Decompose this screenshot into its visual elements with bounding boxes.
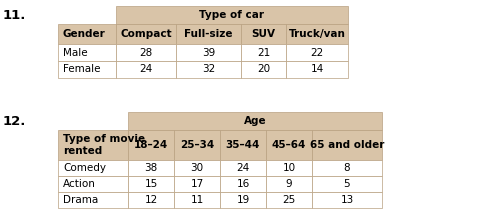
Text: Type of movie
rented: Type of movie rented [63,134,145,156]
Bar [58,61,116,78]
Text: Type of car: Type of car [199,10,264,20]
Text: 11: 11 [190,195,203,205]
Text: 13: 13 [340,195,353,205]
Text: 17: 17 [190,179,203,189]
Bar [58,176,128,192]
Text: 16: 16 [236,179,249,189]
Text: 30: 30 [190,163,203,173]
Text: SUV: SUV [251,29,275,39]
Text: 25: 25 [282,195,295,205]
Bar [266,130,312,160]
Text: 28: 28 [139,48,152,57]
Text: Action: Action [63,179,96,189]
Bar [58,160,128,176]
Bar [219,130,266,160]
Bar [176,44,240,61]
Text: 5: 5 [343,179,350,189]
Text: 24: 24 [139,64,152,75]
Bar [58,192,128,208]
Bar [128,176,174,192]
Bar [286,61,347,78]
Bar [240,24,286,44]
Text: Full-size: Full-size [184,29,232,39]
Text: Truck/van: Truck/van [288,29,345,39]
Bar [116,44,176,61]
Bar [116,24,176,44]
Text: 19: 19 [236,195,249,205]
Text: Compact: Compact [120,29,171,39]
Bar [266,176,312,192]
Bar [312,176,381,192]
Text: 38: 38 [144,163,157,173]
Bar [219,160,266,176]
Bar [128,192,174,208]
Bar [174,130,219,160]
Text: 21: 21 [257,48,270,57]
Text: Gender: Gender [63,29,106,39]
Bar [58,24,116,44]
Bar [219,192,266,208]
Bar [58,44,116,61]
Bar [58,130,128,160]
Bar [128,160,174,176]
Bar [174,160,219,176]
Bar [116,6,347,24]
Text: 32: 32 [201,64,215,75]
Text: 10: 10 [282,163,295,173]
Bar [286,24,347,44]
Text: 15: 15 [144,179,157,189]
Bar [312,130,381,160]
Bar [116,61,176,78]
Text: 11.: 11. [3,9,27,22]
Text: Age: Age [243,116,266,126]
Bar [174,192,219,208]
Bar [312,192,381,208]
Text: 12.: 12. [3,115,27,128]
Bar [176,24,240,44]
Bar [266,160,312,176]
Text: 8: 8 [343,163,350,173]
Text: 25–34: 25–34 [179,140,214,150]
Text: 9: 9 [285,179,292,189]
Bar [312,160,381,176]
Text: 45–64: 45–64 [271,140,306,150]
Bar [286,44,347,61]
Bar [174,176,219,192]
Text: Female: Female [63,64,100,75]
Text: Comedy: Comedy [63,163,106,173]
Text: 35–44: 35–44 [225,140,260,150]
Text: 65 and older: 65 and older [309,140,383,150]
Text: 12: 12 [144,195,157,205]
Text: 14: 14 [310,64,323,75]
Text: 39: 39 [201,48,215,57]
Bar [240,61,286,78]
Bar [128,130,174,160]
Text: Male: Male [63,48,88,57]
Text: Drama: Drama [63,195,98,205]
Text: 18–24: 18–24 [134,140,168,150]
Bar [128,112,381,130]
Bar [219,176,266,192]
Bar [266,192,312,208]
Text: 20: 20 [257,64,270,75]
Text: 24: 24 [236,163,249,173]
Text: 22: 22 [310,48,323,57]
Bar [240,44,286,61]
Bar [176,61,240,78]
